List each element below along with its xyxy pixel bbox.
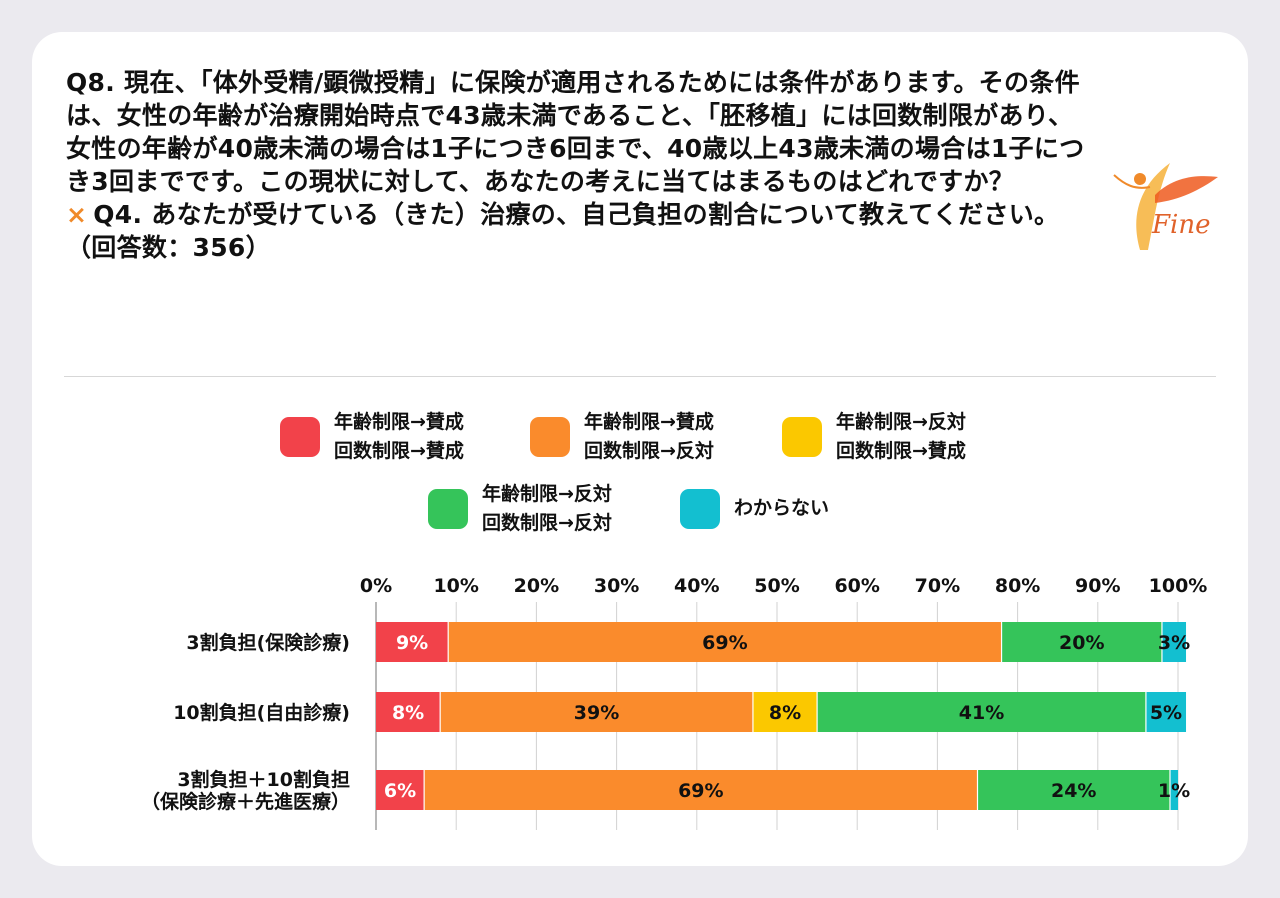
x-tick-label: 10%	[433, 575, 478, 597]
x-tick-label: 90%	[1075, 575, 1120, 597]
bar-segment	[752, 692, 818, 732]
x-tick-label: 30%	[594, 575, 639, 597]
legend-swatch	[680, 489, 720, 529]
x-tick-label: 70%	[915, 575, 960, 597]
logo-text: Fine	[1151, 210, 1211, 240]
bar-segment	[1161, 622, 1187, 662]
category-label: （保険診療＋先進医療）	[141, 790, 350, 813]
legend-swatch	[280, 417, 320, 457]
bar-segment	[1169, 770, 1178, 810]
data-label: 8%	[769, 702, 801, 724]
data-label: 5%	[1150, 702, 1182, 724]
bar-segment	[977, 770, 1170, 810]
fine-logo: Fine	[1110, 155, 1220, 255]
cross-mark: ×	[66, 200, 88, 229]
data-label: 1%	[1158, 780, 1190, 802]
question-text: Q8. 現在、「体外受精/顕微授精」に保険が適用されるためには条件があります。そ…	[66, 66, 1086, 264]
x-tick-label: 100%	[1149, 575, 1208, 597]
legend-label: 年齢制限→反対 回数制限→賛成	[836, 411, 966, 462]
bar-segment	[376, 770, 425, 810]
bar-segment	[440, 692, 753, 732]
data-label: 39%	[574, 702, 619, 724]
bar-segment	[817, 692, 1146, 732]
bar-segment	[424, 770, 978, 810]
category-label: 3割負担(保険診療)	[186, 631, 350, 654]
x-tick-label: 20%	[514, 575, 559, 597]
question-main: Q8. 現在、「体外受精/顕微授精」に保険が適用されるためには条件があります。そ…	[66, 68, 1085, 196]
bar-segment	[376, 692, 441, 732]
data-label: 69%	[702, 632, 747, 654]
question-cross: × Q4. あなたが受けている（きた）治療の、自己負担の割合について教えてください…	[66, 198, 1086, 264]
data-label: 8%	[392, 702, 424, 724]
data-label: 6%	[384, 780, 416, 802]
legend-label: わからない	[734, 497, 830, 519]
legend-label: 年齢制限→反対 回数制限→反対	[482, 483, 612, 534]
data-label: 41%	[959, 702, 1004, 724]
data-label: 24%	[1051, 780, 1096, 802]
question-cross-text: Q4. あなたが受けている（きた）治療の、自己負担の割合について教えてください。…	[66, 200, 1060, 262]
bar-segment	[376, 622, 449, 662]
bar-segment	[1145, 692, 1187, 732]
x-tick-label: 60%	[834, 575, 879, 597]
data-label: 3%	[1158, 632, 1190, 654]
legend-swatch	[428, 489, 468, 529]
bar-segment	[1001, 622, 1162, 662]
data-label: 20%	[1059, 632, 1104, 654]
legend-label: 年齢制限→賛成 回数制限→賛成	[334, 411, 464, 462]
category-label: 10割負担(自由診療)	[173, 701, 350, 724]
legend-label: 年齢制限→賛成 回数制限→反対	[584, 411, 714, 462]
legend-swatch	[530, 417, 570, 457]
data-label: 69%	[678, 780, 723, 802]
divider	[64, 376, 1216, 377]
x-tick-label: 80%	[995, 575, 1040, 597]
x-tick-label: 50%	[754, 575, 799, 597]
category-label: 3割負担＋10割負担	[177, 768, 350, 791]
legend-swatch	[782, 417, 822, 457]
x-tick-label: 0%	[360, 575, 392, 597]
x-tick-label: 40%	[674, 575, 719, 597]
bar-segment	[448, 622, 1002, 662]
data-label: 9%	[396, 632, 428, 654]
